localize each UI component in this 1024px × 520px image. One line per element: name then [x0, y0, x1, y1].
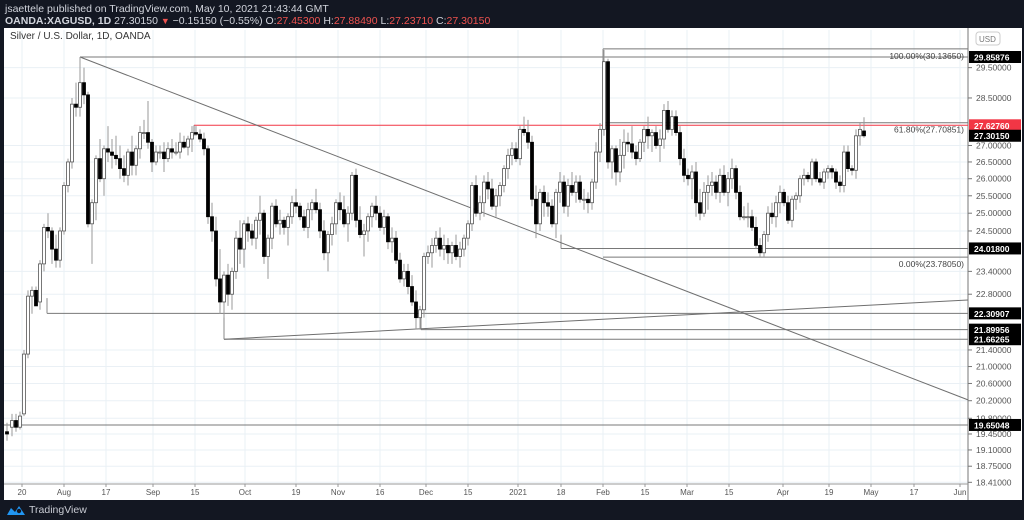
- svg-text:Mar: Mar: [680, 488, 694, 497]
- tradingview-logo-icon: [7, 506, 25, 515]
- chart-title: Silver / U.S. Dollar, 1D, OANDA: [10, 31, 151, 42]
- svg-text:Nov: Nov: [331, 488, 345, 497]
- low-value: 27.23710: [389, 15, 434, 27]
- price-label: [969, 242, 1021, 255]
- svg-text:21.00000: 21.00000: [976, 362, 1012, 372]
- svg-text:27.00000: 27.00000: [976, 141, 1012, 151]
- svg-text:May: May: [863, 488, 878, 497]
- svg-text:26.50000: 26.50000: [976, 157, 1012, 167]
- close-value: 27.30150: [446, 15, 491, 27]
- svg-text:18: 18: [557, 488, 566, 497]
- svg-text:Apr: Apr: [777, 488, 790, 497]
- svg-text:20.60000: 20.60000: [976, 378, 1012, 388]
- svg-text:27.62760: 27.62760: [974, 121, 1010, 131]
- svg-text:19: 19: [825, 488, 834, 497]
- svg-text:19.45000: 19.45000: [976, 429, 1012, 439]
- last-price: 27.30150: [114, 15, 158, 27]
- footer-brand[interactable]: TradingView: [6, 502, 87, 518]
- open-label: O:: [265, 15, 277, 27]
- svg-text:Sep: Sep: [146, 488, 161, 497]
- low-label: L:: [380, 15, 390, 27]
- svg-text:Aug: Aug: [57, 488, 71, 497]
- svg-text:18.41000: 18.41000: [976, 477, 1012, 487]
- svg-text:21.40000: 21.40000: [976, 345, 1012, 355]
- svg-text:Feb: Feb: [596, 488, 610, 497]
- svg-text:29.85876: 29.85876: [974, 53, 1010, 63]
- svg-text:15: 15: [464, 488, 473, 497]
- high-label: H:: [323, 15, 334, 27]
- svg-text:20: 20: [18, 488, 27, 497]
- open-value: 27.45300: [276, 15, 321, 27]
- svg-text:19.65048: 19.65048: [974, 420, 1010, 430]
- svg-text:24.50000: 24.50000: [976, 226, 1012, 236]
- svg-text:19.10000: 19.10000: [976, 445, 1012, 455]
- price-label: [969, 418, 1021, 431]
- price-label: [969, 129, 1021, 142]
- svg-text:26.00000: 26.00000: [976, 174, 1012, 184]
- svg-text:USD: USD: [979, 35, 996, 44]
- svg-text:18.75000: 18.75000: [976, 461, 1012, 471]
- price-label: [969, 51, 1021, 63]
- svg-text:15: 15: [191, 488, 200, 497]
- svg-text:21.66265: 21.66265: [974, 335, 1010, 345]
- svg-text:15: 15: [725, 488, 734, 497]
- svg-text:Oct: Oct: [239, 488, 252, 497]
- svg-text:15: 15: [641, 488, 650, 497]
- svg-text:22.80000: 22.80000: [976, 289, 1012, 299]
- svg-text:25.00000: 25.00000: [976, 208, 1012, 218]
- svg-text:Dec: Dec: [419, 488, 433, 497]
- time-axis[interactable]: 20 Aug 17 Sep 15 Oct 19 Nov 16 Dec 15 2021 18 Feb 15 Ma…: [18, 484, 967, 497]
- fib-level-label: 100.00%(30.13650): [889, 51, 964, 61]
- fib-level-label: 0.00%(23.78050): [899, 259, 964, 269]
- down-arrow-icon: ▼: [160, 16, 170, 26]
- price-label: [969, 333, 1021, 346]
- svg-text:19: 19: [292, 488, 301, 497]
- symbol-name: OANDA:XAGUSD, 1D: [5, 15, 112, 27]
- svg-text:16: 16: [376, 488, 385, 497]
- svg-text:2021: 2021: [509, 488, 527, 497]
- svg-text:29.50000: 29.50000: [976, 63, 1012, 73]
- trend-line[interactable]: [223, 299, 969, 340]
- fib-level-label: 61.80%(27.70851): [894, 125, 964, 135]
- publisher-line: jsaettele published on TradingView.com, …: [5, 3, 329, 15]
- close-label: C:: [436, 15, 447, 27]
- price-label: [969, 119, 1021, 132]
- svg-text:19.80000: 19.80000: [976, 413, 1012, 423]
- price-label: [969, 307, 1021, 320]
- svg-text:27.30150: 27.30150: [974, 131, 1010, 141]
- svg-text:20.20000: 20.20000: [976, 396, 1012, 406]
- svg-text:17: 17: [910, 488, 919, 497]
- svg-text:22.30907: 22.30907: [974, 309, 1010, 319]
- price-label: [969, 323, 1021, 336]
- price-change: −0.15150 (−0.55%): [172, 15, 263, 27]
- svg-text:24.01800: 24.01800: [974, 244, 1010, 254]
- chart-panel[interactable]: [4, 28, 1022, 500]
- svg-text:Jun: Jun: [954, 488, 967, 497]
- price-axis[interactable]: 29.50000 28.50000 27.00000 26.50000 26.00000…: [968, 63, 1012, 488]
- svg-text:23.40000: 23.40000: [976, 266, 1012, 276]
- high-value: 27.88490: [333, 15, 378, 27]
- svg-text:25.50000: 25.50000: [976, 191, 1012, 201]
- svg-text:21.89956: 21.89956: [974, 325, 1010, 335]
- tradingview-brand-text: TradingView: [29, 504, 87, 516]
- candles: [5, 49, 866, 441]
- trend-line[interactable]: [79, 56, 969, 401]
- currency-badge[interactable]: [975, 31, 1001, 46]
- svg-text:17: 17: [102, 488, 111, 497]
- svg-text:28.50000: 28.50000: [976, 93, 1012, 103]
- symbol-quote-line: OANDA:XAGUSD, 1D 27.30150 ▼ −0.15150 (−0…: [5, 15, 490, 27]
